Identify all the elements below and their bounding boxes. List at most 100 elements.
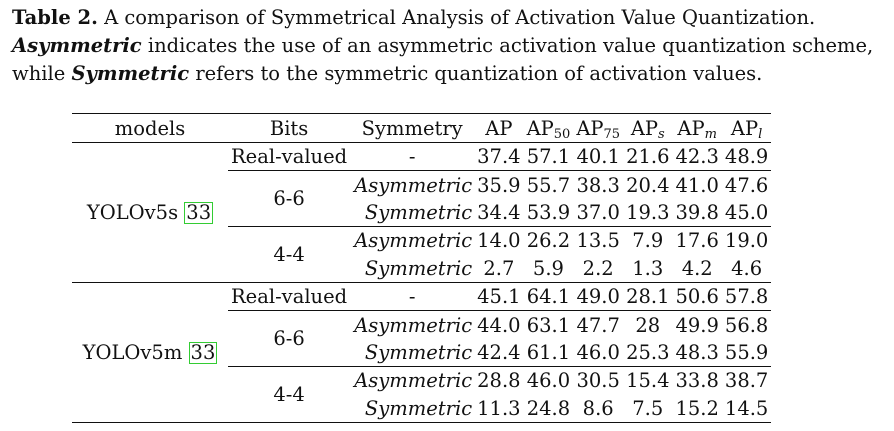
header-models: models (114, 116, 186, 140)
bits-cell: 4-4 (228, 366, 351, 423)
value-cell: 15.4 (623, 366, 673, 395)
value-cell: 2.7 (483, 256, 515, 280)
model-name-cell: YOLOv5m 33 (82, 340, 218, 364)
value-cell: 14.5 (724, 396, 769, 420)
symmetry-cell: Asymmetric (350, 310, 475, 339)
value-cell: 49.0 (576, 285, 620, 309)
value-cell: 21.6 (626, 145, 670, 169)
value-cell: 49.9 (672, 310, 722, 339)
symmetry-cell: Asymmetric (350, 366, 475, 395)
value-cell: 24.8 (526, 396, 571, 420)
model-name-cell: YOLOv5s 33 (86, 200, 214, 224)
value-cell: 5.9 (532, 256, 564, 280)
value-cell: 4.2 (681, 256, 713, 280)
caption-term-symmetric: Symmetric (71, 62, 190, 85)
value-cell: 55.7 (523, 170, 574, 199)
caption-label: Table 2. (12, 6, 98, 29)
value-cell: 13.5 (573, 226, 624, 255)
bits-cell: 6-6 (228, 310, 351, 367)
header-ap75: AP75 (576, 116, 621, 142)
header-ap: AP (485, 116, 513, 140)
table-body: YOLOv5s 33 Real-valued - 37.4 57.1 40.1 … (72, 143, 772, 423)
symmetry-cell: - (408, 145, 416, 169)
caption-text-3a: while (12, 62, 72, 85)
bits-cell: Real-valued (231, 285, 348, 309)
value-cell: 57.8 (724, 285, 769, 309)
value-cell: 35.9 (474, 170, 524, 199)
value-cell: 48.3 (675, 340, 719, 364)
table-row: 6-6 Asymmetric 35.9 55.7 38.3 20.4 41.0 … (72, 170, 772, 227)
value-cell: 8.6 (582, 396, 614, 420)
value-cell: 37.0 (576, 200, 620, 224)
symmetry-cell: Asymmetric (350, 170, 475, 199)
value-cell: 2.2 (582, 256, 614, 280)
value-cell: 61.1 (526, 340, 571, 364)
value-cell: 1.3 (632, 256, 664, 280)
caption-text-3b: refers to the symmetric quantization of … (189, 62, 763, 85)
value-cell: 47.7 (573, 310, 624, 339)
value-cell: 37.4 (477, 145, 521, 169)
value-cell: 63.1 (523, 310, 574, 339)
symmetry-cell: Symmetric (364, 256, 473, 280)
value-cell: 41.0 (672, 170, 722, 199)
table-row: 6-6 Asymmetric 44.0 63.1 47.7 28 49.9 56… (72, 310, 772, 367)
header-apl: APl (730, 116, 763, 142)
value-cell: 26.2 (523, 226, 574, 255)
value-cell: 64.1 (526, 285, 571, 309)
value-cell: 19.0 (721, 226, 772, 255)
symmetry-cell: Asymmetric (350, 226, 475, 255)
value-cell: 48.9 (724, 145, 769, 169)
value-cell: 17.6 (672, 226, 722, 255)
citation-link[interactable]: 33 (184, 200, 214, 224)
value-cell: 14.0 (474, 226, 524, 255)
value-cell: 4.6 (731, 256, 763, 280)
value-cell: 40.1 (576, 145, 620, 169)
header-symmetry: Symmetry (361, 116, 463, 140)
caption-line-2: Asymmetric indicates the use of an asymm… (12, 32, 886, 60)
value-cell: 34.4 (477, 200, 521, 224)
symmetry-cell: - (408, 285, 416, 309)
value-cell: 55.9 (724, 340, 769, 364)
value-cell: 19.3 (626, 200, 670, 224)
value-cell: 47.6 (721, 170, 772, 199)
bits-cell: 4-4 (228, 226, 351, 283)
header-row: models Bits Symmetry AP AP50 AP75 APs AP… (72, 113, 772, 143)
caption-text-1: A comparison of Symmetrical Analysis of … (97, 6, 816, 29)
table-row: Symmetric 42.4 61.1 46.0 25.3 48.3 55.9 (72, 339, 771, 367)
header-bits: Bits (269, 116, 309, 140)
value-cell: 44.0 (474, 310, 524, 339)
value-cell: 39.8 (675, 200, 719, 224)
value-cell: 20.4 (623, 170, 673, 199)
value-cell: 11.3 (477, 396, 521, 420)
table-row: Symmetric 2.7 5.9 2.2 1.3 4.2 4.6 (72, 255, 772, 283)
value-cell: 7.5 (632, 396, 664, 420)
bits-cell: Real-valued (231, 145, 348, 169)
caption-line-3: while Symmetric refers to the symmetric … (12, 60, 886, 88)
value-cell: 53.9 (526, 200, 571, 224)
value-cell: 28.1 (626, 285, 670, 309)
table-row: 4-4 Asymmetric 28.8 46.0 30.5 15.4 33.8 … (72, 366, 772, 423)
value-cell: 15.2 (675, 396, 719, 420)
symmetry-cell: Symmetric (364, 396, 473, 420)
table-row: 4-4 Asymmetric 14.0 26.2 13.5 7.9 17.6 1… (72, 226, 772, 283)
value-cell: 38.3 (573, 170, 624, 199)
value-cell: 42.4 (477, 340, 521, 364)
value-cell: 45.1 (477, 285, 521, 309)
results-table: models Bits Symmetry AP AP50 AP75 APs AP… (72, 113, 772, 423)
caption-line-1: Table 2. A comparison of Symmetrical Ana… (12, 4, 886, 32)
header-aps: APs (630, 116, 665, 142)
table-caption: Table 2. A comparison of Symmetrical Ana… (12, 4, 886, 88)
symmetry-cell: Symmetric (364, 200, 473, 224)
caption-term-asymmetric: Asymmetric (12, 34, 142, 57)
bits-cell: 6-6 (228, 170, 351, 227)
symmetry-cell: Symmetric (364, 340, 473, 364)
value-cell: 45.0 (724, 200, 769, 224)
value-cell: 50.6 (675, 285, 719, 309)
table-row: YOLOv5s 33 Real-valued - 37.4 57.1 40.1 … (72, 143, 771, 224)
value-cell: 7.9 (623, 226, 673, 255)
value-cell: 33.8 (672, 366, 722, 395)
header-apm: APm (677, 116, 717, 142)
citation-link[interactable]: 33 (188, 340, 218, 364)
value-cell: 46.0 (523, 366, 574, 395)
value-cell: 56.8 (721, 310, 772, 339)
